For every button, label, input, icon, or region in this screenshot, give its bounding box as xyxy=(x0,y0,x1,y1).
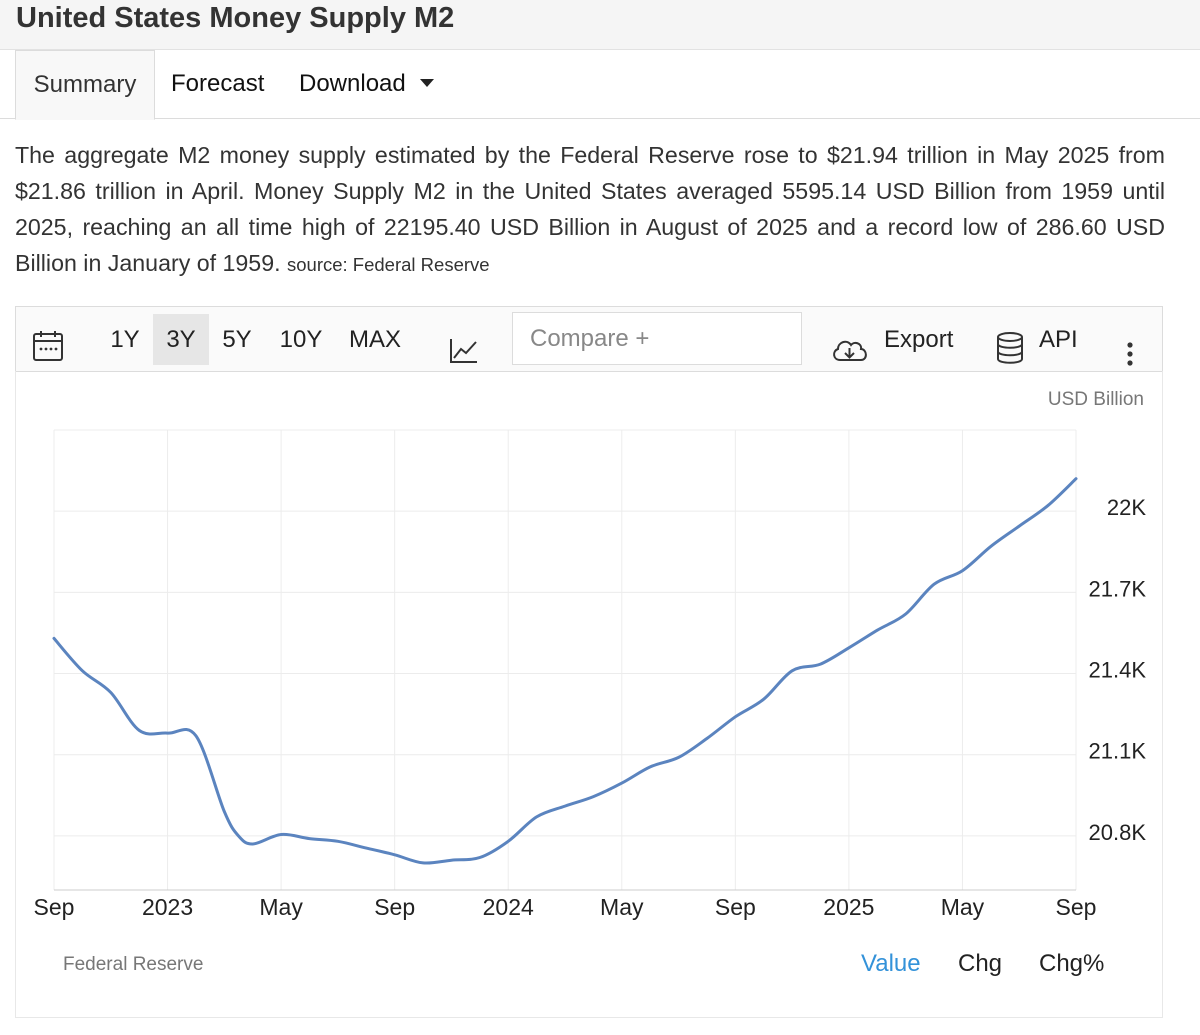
range-3y[interactable]: 3Y xyxy=(153,314,209,365)
calendar-icon[interactable] xyxy=(32,323,64,361)
api-button[interactable]: API xyxy=(1039,326,1078,353)
export-button[interactable]: Export xyxy=(884,326,954,353)
x-tick-label: 2024 xyxy=(483,894,534,920)
compare-input[interactable]: Compare + xyxy=(512,312,802,365)
x-tick-label: 2023 xyxy=(142,894,193,920)
range-1y[interactable]: 1Y xyxy=(110,326,140,353)
page-title: United States Money Supply M2 xyxy=(16,2,455,34)
more-options-icon[interactable] xyxy=(1124,327,1136,366)
mode-value[interactable]: Value xyxy=(861,950,921,977)
x-tick-label: Sep xyxy=(1056,894,1097,920)
x-tick-label: May xyxy=(600,894,644,920)
range-5y[interactable]: 5Y xyxy=(222,326,252,353)
unit-label: USD Billion xyxy=(1048,389,1144,410)
x-tick-label: Sep xyxy=(374,894,415,920)
title-bar: United States Money Supply M2 xyxy=(0,0,1200,50)
tab-forecast[interactable]: Forecast xyxy=(171,70,265,97)
tab-download-label: Download xyxy=(299,70,406,97)
summary-text: The aggregate M2 money supply estimated … xyxy=(15,142,1165,276)
chart-toolbar: 1Y 3Y 5Y 10Y MAX Compare + Export API xyxy=(15,306,1163,372)
tab-download[interactable]: Download xyxy=(299,50,434,119)
summary-source: source: Federal Reserve xyxy=(287,254,490,275)
range-10y[interactable]: 10Y xyxy=(279,326,323,353)
y-tick-label: 21.4K xyxy=(1089,658,1147,683)
footer-source: Federal Reserve xyxy=(63,954,204,975)
chart-container xyxy=(15,371,1163,1018)
tab-bar: Summary Forecast Download xyxy=(0,50,1200,120)
x-tick-label: Sep xyxy=(715,894,756,920)
y-tick-label: 21.7K xyxy=(1089,576,1147,601)
x-tick-label: May xyxy=(259,894,303,920)
y-tick-label: 20.8K xyxy=(1089,820,1147,845)
summary-paragraph: The aggregate M2 money supply estimated … xyxy=(15,137,1165,283)
caret-down-icon xyxy=(419,78,434,87)
line-chart-icon[interactable] xyxy=(449,325,479,363)
mode-chg[interactable]: Chg xyxy=(958,950,1003,977)
range-max[interactable]: MAX xyxy=(348,326,401,353)
cloud-download-icon[interactable] xyxy=(830,325,870,361)
mode-chg-percent[interactable]: Chg% xyxy=(1039,950,1105,977)
x-tick-label: Sep xyxy=(34,894,75,920)
x-tick-label: May xyxy=(941,894,985,920)
x-tick-label: 2025 xyxy=(823,894,874,920)
series-line xyxy=(52,477,1078,865)
y-tick-label: 22K xyxy=(1107,495,1146,520)
y-tick-label: 21.1K xyxy=(1089,739,1147,764)
database-icon[interactable] xyxy=(996,324,1024,364)
tab-summary[interactable]: Summary xyxy=(15,50,155,120)
